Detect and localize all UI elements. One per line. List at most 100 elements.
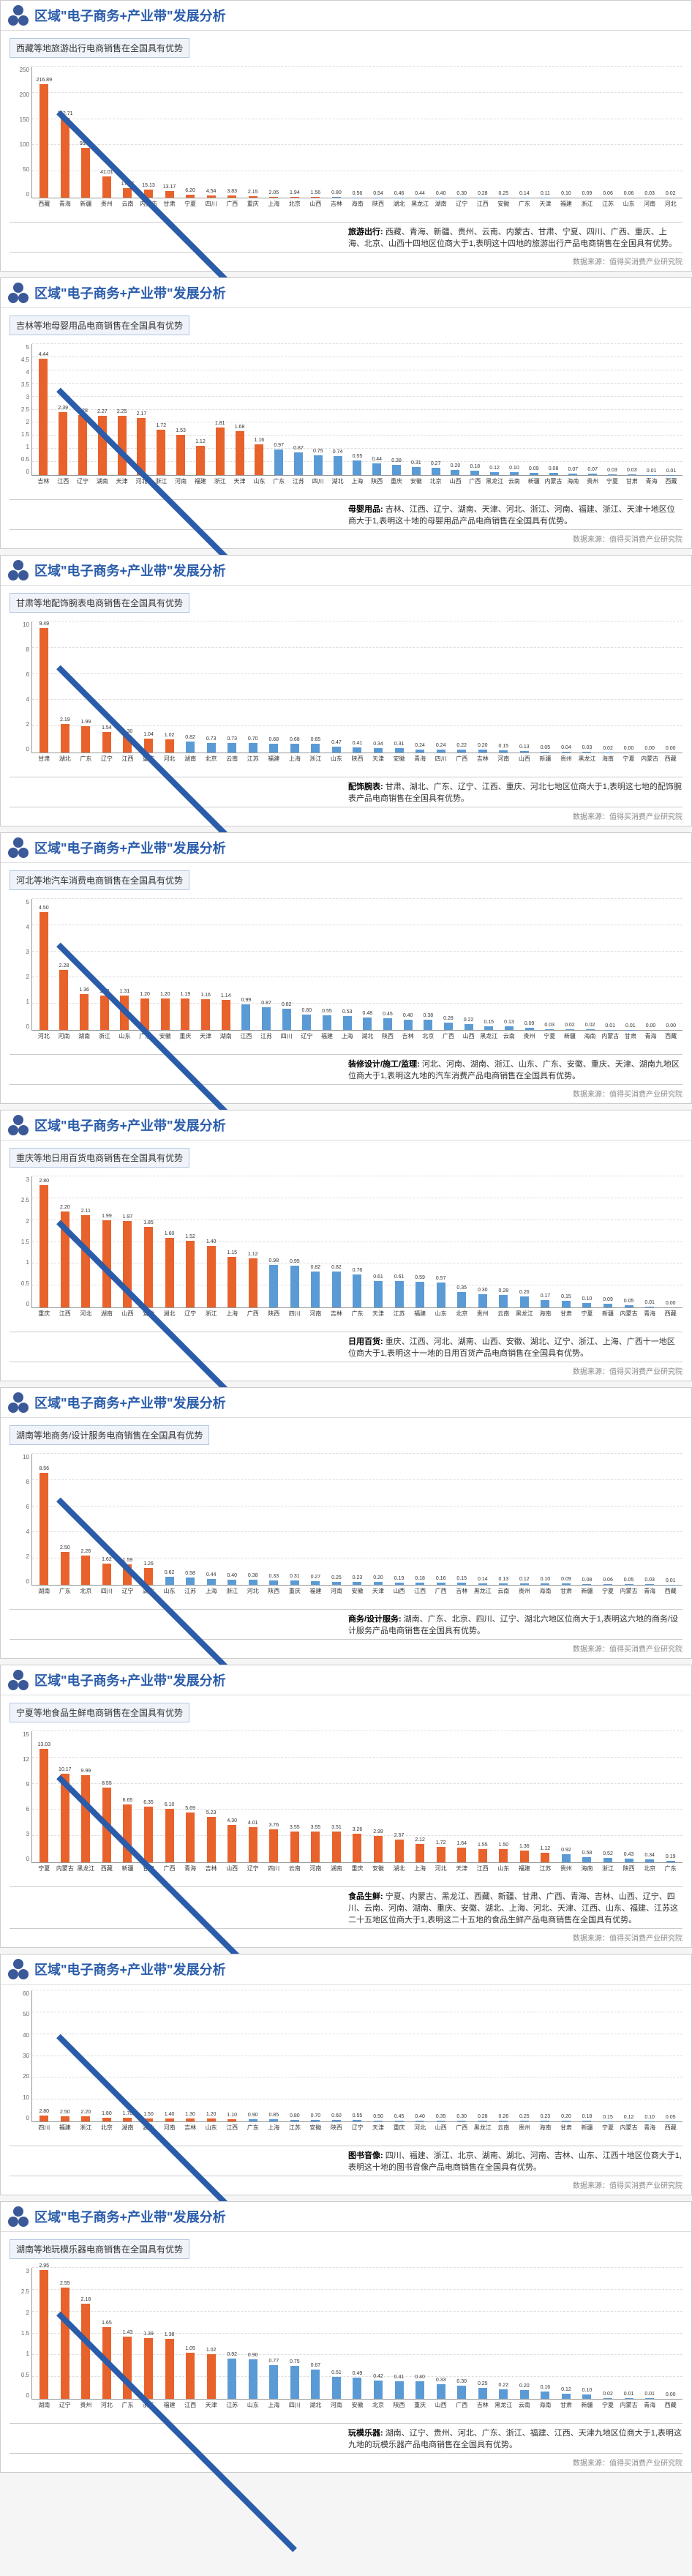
y-tick: 0 bbox=[26, 2115, 31, 2121]
bar-col: 2.99 安徽 bbox=[368, 1731, 389, 1862]
bar-category: 吉林 bbox=[456, 1587, 467, 1595]
bar-col: 1.12 福建 bbox=[191, 344, 211, 475]
bar-value: 2.12 bbox=[415, 1837, 425, 1843]
bar bbox=[157, 430, 165, 475]
bar-col: 5.23 吉林 bbox=[200, 1731, 222, 1862]
bar-value: 1.02 bbox=[165, 733, 175, 738]
bar-value: 1.02 bbox=[206, 2348, 217, 2353]
bar-category: 山东 bbox=[497, 1864, 509, 1873]
bar-value: 15.13 bbox=[142, 183, 155, 188]
bar-value: 0.40 bbox=[227, 1573, 237, 1578]
bar-value: 1.20 bbox=[206, 2112, 217, 2117]
bar-value: 0.28 bbox=[478, 2114, 488, 2119]
chart-wrap: 1086420 8.56 湖南 2.50 广东 2.26 北京 1.62 四川 … bbox=[1, 1448, 691, 1606]
bar-category: 广西 bbox=[443, 1032, 454, 1040]
bar-value: 1.15 bbox=[227, 1250, 237, 1255]
bar bbox=[290, 1266, 299, 1307]
bar-col: 0.19 山西 bbox=[388, 1454, 410, 1585]
bar-category: 天津 bbox=[372, 755, 384, 763]
y-tick: 0.5 bbox=[21, 456, 31, 463]
bar bbox=[562, 1301, 571, 1307]
bar-category: 辽宁 bbox=[121, 1587, 133, 1595]
bar-value: 0.02 bbox=[585, 1023, 595, 1028]
y-tick: 2 bbox=[26, 721, 31, 728]
bar bbox=[353, 460, 361, 475]
bar-category: 四川 bbox=[435, 755, 447, 763]
bar-value: 1.99 bbox=[102, 1214, 112, 1219]
bar-col: 0.60 陕西 bbox=[326, 1990, 347, 2121]
bar-value: 2.11 bbox=[81, 1209, 91, 1214]
bar-col: 0.31 安徽 bbox=[388, 621, 410, 753]
chart-note: 食品生鲜: 宁夏、内蒙古、黑龙江、西藏、新疆、甘肃、广西、青海、吉林、山西、辽宁… bbox=[10, 1886, 682, 1929]
bar-value: 0.01 bbox=[666, 1578, 676, 1583]
bar-category: 江苏 bbox=[247, 755, 259, 763]
bar-value: 0.16 bbox=[541, 2385, 551, 2390]
bar-value: 1.04 bbox=[143, 732, 154, 737]
bar-col: 0.20 吉林 bbox=[472, 621, 493, 753]
bar bbox=[625, 1859, 633, 1862]
bar-value: 0.15 bbox=[561, 1294, 571, 1299]
bar-category: 海南 bbox=[584, 1032, 596, 1040]
bar-col: 0.45 陕西 bbox=[377, 899, 398, 1030]
bar-category: 江西 bbox=[121, 755, 133, 763]
y-tick: 4 bbox=[26, 369, 31, 376]
bar bbox=[457, 750, 466, 753]
bar-category: 甘肃 bbox=[38, 755, 50, 763]
bar-category: 海南 bbox=[539, 1310, 551, 1318]
bar-value: 0.05 bbox=[666, 2115, 676, 2120]
bar-category: 湖南 bbox=[97, 477, 108, 485]
bar-category: 甘肃 bbox=[560, 1587, 572, 1595]
bar-col: 0.76 广东 bbox=[347, 1176, 368, 1307]
bar-category: 河北 bbox=[665, 200, 677, 208]
bar-value: 0.20 bbox=[561, 2114, 571, 2119]
bar-col: 1.64 天津 bbox=[451, 1731, 473, 1862]
bar-col: 0.26 云南 bbox=[493, 1990, 514, 2121]
chart-note: 旅游出行: 西藏、青海、新疆、贵州、云南、内蒙古、甘肃、宁夏、四川、广西、重庆、… bbox=[10, 222, 682, 253]
bar-col: 0.00 内蒙古 bbox=[639, 621, 661, 753]
bar-value: 1.52 bbox=[185, 1234, 195, 1239]
bar bbox=[39, 359, 48, 475]
bar-category: 宁夏 bbox=[602, 2124, 614, 2132]
bar-category: 安徽 bbox=[497, 200, 509, 208]
chart-subtitle: 湖南等地商务/设计服务电商销售在全国具有优势 bbox=[10, 1425, 209, 1445]
bar-col: 0.70 安徽 bbox=[305, 1990, 326, 2121]
bar-value: 0.92 bbox=[227, 2352, 237, 2357]
panel-title: 区域"电子商务+产业带"发展分析 bbox=[34, 1116, 226, 1135]
bar-value: 0.03 bbox=[627, 468, 637, 473]
bar bbox=[186, 742, 195, 753]
bar bbox=[186, 1578, 195, 1585]
bar-col: 41.01 贵州 bbox=[97, 67, 118, 198]
bar-col: 0.12 甘肃 bbox=[556, 2268, 577, 2399]
bar-value: 0.33 bbox=[268, 1574, 279, 1579]
logo-icon bbox=[8, 2206, 29, 2227]
bar-col: 0.14 广东 bbox=[514, 67, 535, 198]
bar-col: 0.87 江苏 bbox=[289, 344, 309, 475]
bar-value: 0.10 bbox=[644, 2115, 655, 2120]
bar-category: 江西 bbox=[240, 1032, 252, 1040]
bar-value: 1.12 bbox=[541, 1846, 551, 1851]
bar-value: 0.42 bbox=[373, 2374, 383, 2379]
chart-subtitle: 西藏等地旅游出行电商销售在全国具有优势 bbox=[10, 38, 189, 58]
y-tick: 6 bbox=[26, 671, 31, 678]
bar-col: 0.02 河北 bbox=[660, 67, 681, 198]
bar-category: 福建 bbox=[195, 477, 206, 485]
bar bbox=[478, 2388, 487, 2399]
bar bbox=[603, 2398, 612, 2399]
bar-category: 云南 bbox=[497, 1587, 509, 1595]
bar-col: 0.05 内蒙古 bbox=[618, 1176, 639, 1307]
bar-category: 青海 bbox=[414, 755, 426, 763]
bar-col: 0.38 重庆 bbox=[387, 344, 407, 475]
bar-category: 天津 bbox=[234, 477, 246, 485]
bars-container: 2.95 湖南 2.55 辽宁 2.18 贵州 1.65 河北 1.43 广东 … bbox=[32, 2268, 682, 2399]
bar-value: 2.20 bbox=[81, 2110, 91, 2115]
bar-category: 北京 bbox=[372, 2401, 384, 2409]
bar-col: 1.15 上海 bbox=[222, 1176, 243, 1307]
bar-value: 0.18 bbox=[470, 464, 480, 469]
bar-col: 0.75 四川 bbox=[308, 344, 328, 475]
bar bbox=[437, 1283, 445, 1307]
bar-value: 0.06 bbox=[624, 191, 634, 196]
bar-col: 0.13 云南 bbox=[493, 1454, 514, 1585]
bar-col: 0.12 内蒙古 bbox=[618, 1990, 639, 2121]
bar-col: 0.09 甘肃 bbox=[556, 1454, 577, 1585]
bar-col: 4.01 辽宁 bbox=[242, 1731, 263, 1862]
